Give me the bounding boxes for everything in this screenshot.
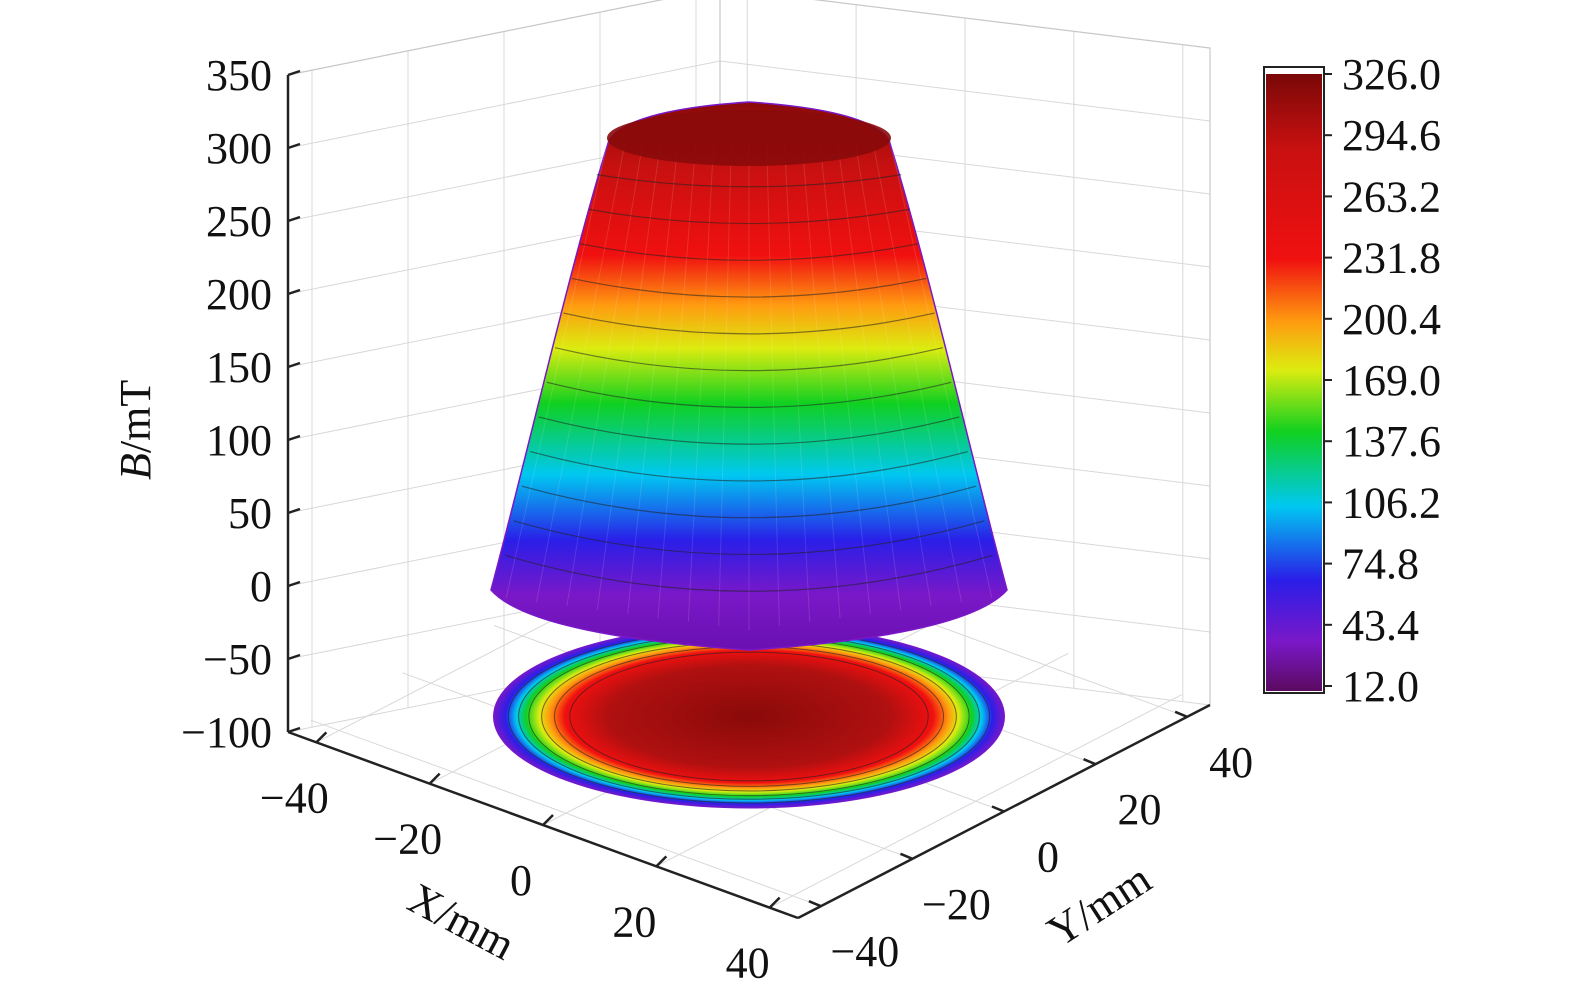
y-tick-label: −40 xyxy=(830,927,899,976)
colorbar xyxy=(1263,66,1325,694)
dome-contour-line xyxy=(563,312,935,335)
z-tick-label: 0 xyxy=(250,562,272,611)
x-tick-label: −20 xyxy=(373,815,442,864)
colorbar-label: 74.8 xyxy=(1342,540,1419,589)
dome-contour-line xyxy=(596,174,902,188)
y-tick-label: −20 xyxy=(922,880,991,929)
z-axis-title: B/mT xyxy=(111,380,160,480)
z-axis-title-italic: B xyxy=(111,453,160,480)
tick-labels: 350300250200150100500−50−100−40−2002040−… xyxy=(181,51,1253,988)
z-tick xyxy=(287,215,301,223)
surface-dome xyxy=(490,101,1008,651)
z-tick xyxy=(287,434,301,442)
colorbar-label: 12.0 xyxy=(1342,662,1419,711)
mesh-line xyxy=(766,139,780,627)
x-tick xyxy=(428,772,441,785)
disk-contour-line xyxy=(569,651,929,782)
z-tick-label: 200 xyxy=(206,270,272,319)
y-tick xyxy=(808,900,822,908)
colorbar-label: 169.0 xyxy=(1342,356,1441,405)
dome-contour-line xyxy=(521,485,977,519)
x-tick xyxy=(655,855,668,868)
y-tick xyxy=(1083,758,1097,766)
y-tick-label: 40 xyxy=(1209,738,1253,787)
z-tick xyxy=(287,361,301,369)
x-tick-label: 20 xyxy=(612,897,656,946)
z-tick xyxy=(287,653,301,661)
z-tick xyxy=(287,142,301,150)
colorbar-label: 137.6 xyxy=(1342,417,1441,466)
z-tick xyxy=(287,580,301,588)
y-tick-label: 20 xyxy=(1118,785,1162,834)
projected-contour-disk xyxy=(493,624,1005,809)
dome-contour-line xyxy=(505,554,993,592)
colorbar-label: 231.8 xyxy=(1342,234,1441,283)
x-tick-label: −40 xyxy=(260,773,329,822)
mesh-line xyxy=(718,139,732,627)
mesh-line xyxy=(819,139,871,615)
x-tick xyxy=(542,814,554,826)
x-axis-title: X/mm xyxy=(400,874,522,970)
svg-text:B/mT: B/mT xyxy=(111,380,160,480)
colorbar-label: 326.0 xyxy=(1342,50,1441,99)
y-tick-label: 0 xyxy=(1037,833,1059,882)
x-tick xyxy=(768,896,781,909)
mesh-line xyxy=(627,139,679,615)
z-tick xyxy=(287,507,301,515)
z-tick-label: 100 xyxy=(206,416,272,465)
mesh-line xyxy=(783,139,811,623)
dome-contour-line xyxy=(571,277,927,298)
z-tick-label: −50 xyxy=(203,635,272,684)
x-tick-label: 0 xyxy=(510,856,532,905)
contour-disk xyxy=(493,624,1005,809)
z-tick-label: 300 xyxy=(206,124,272,173)
dome-contour-line xyxy=(588,208,910,225)
z-tick-label: 250 xyxy=(206,197,272,246)
x-tick xyxy=(315,731,328,744)
colorbar-gradient xyxy=(1266,74,1322,691)
colorbar-label: 43.4 xyxy=(1342,601,1419,650)
y-tick xyxy=(1174,710,1188,718)
z-tick xyxy=(287,69,301,77)
wall-frame xyxy=(287,0,1211,705)
z-tick xyxy=(287,288,301,296)
z-tick-label: 50 xyxy=(228,489,272,538)
mesh-line xyxy=(854,139,932,607)
dome-contour-line xyxy=(513,520,985,556)
colorbar-label: 200.4 xyxy=(1342,295,1441,344)
dome-contour-line xyxy=(538,416,960,445)
dome-contour-line xyxy=(546,381,952,408)
floor-gridline xyxy=(310,719,822,907)
colorbar-label: 294.6 xyxy=(1342,111,1441,160)
z-tick-label: 350 xyxy=(206,51,272,100)
mesh-line xyxy=(536,139,626,603)
colorbar-label: 263.2 xyxy=(1342,172,1441,221)
axes xyxy=(286,69,1211,920)
x-tick-label: 40 xyxy=(726,939,770,988)
colorbar-labels: 326.0 294.6 263.2 231.8 200.4 169.0 137.6 106.2… xyxy=(1324,50,1441,711)
y-tick xyxy=(991,805,1005,813)
dome-contour-line xyxy=(530,450,968,482)
mesh-line xyxy=(566,139,644,607)
mesh-line xyxy=(505,139,609,599)
mesh-line xyxy=(889,139,993,599)
dome-contour-line xyxy=(579,243,919,261)
dome-top-cap xyxy=(607,110,891,166)
mesh-line xyxy=(801,139,841,619)
mesh-line xyxy=(657,139,697,619)
colorbar-label: 106.2 xyxy=(1342,478,1441,527)
z-tick-label: −100 xyxy=(181,708,272,757)
z-tick-label: 150 xyxy=(206,343,272,392)
y-tick xyxy=(899,852,913,860)
mesh-line xyxy=(872,139,962,603)
z-tick xyxy=(287,726,301,734)
mesh-line xyxy=(687,139,715,623)
z-axis-title-unit: /mT xyxy=(111,380,160,453)
dome-shell xyxy=(490,101,1008,651)
dome-contour-line xyxy=(555,347,943,372)
